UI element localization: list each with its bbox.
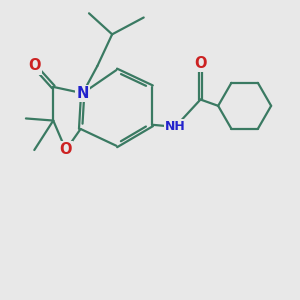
Text: O: O <box>60 142 72 158</box>
Text: O: O <box>194 56 207 71</box>
Text: O: O <box>28 58 40 74</box>
Text: NH: NH <box>165 120 186 134</box>
Text: N: N <box>76 86 89 101</box>
